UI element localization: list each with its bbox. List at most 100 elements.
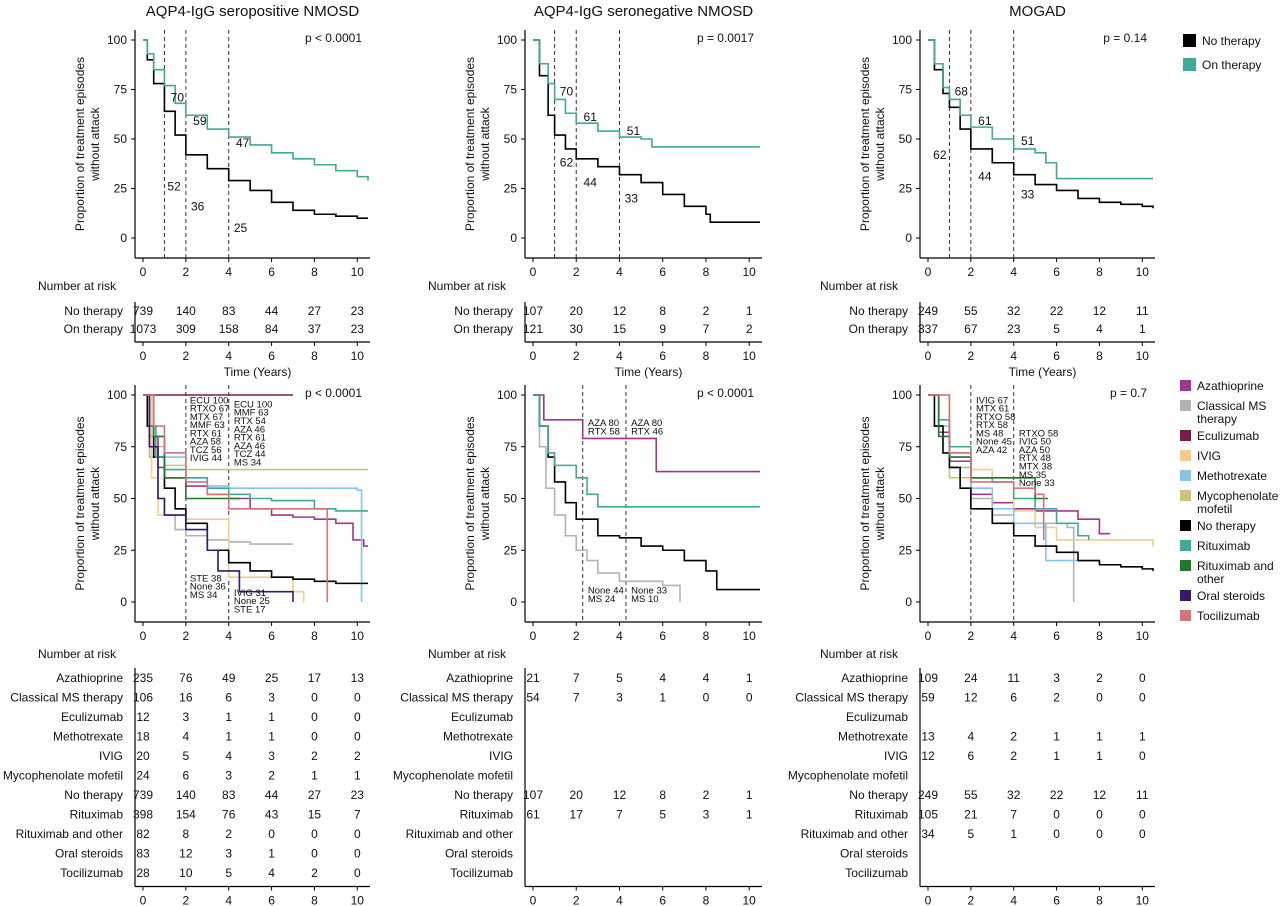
risk-value: 2 [1010,749,1017,763]
risk-x-tick-label: 6 [268,894,275,906]
number-at-risk-label: Number at risk [428,279,507,293]
risk-value: 1 [311,768,318,782]
annotation: MS 35 [1019,470,1046,481]
annotation: RTX 61 [234,433,266,444]
x-tick-label: 10 [743,265,757,279]
p-value: p < 0.0001 [697,386,754,400]
annotation: MS 34 [234,457,261,468]
risk-value: 1 [746,807,753,821]
risk-value: 0 [1139,690,1146,704]
risk-value: 18 [136,729,150,743]
risk-value: 23 [351,788,365,802]
annotation: 62 [560,156,574,170]
x-tick-label: 0 [530,629,537,643]
risk-value: 4 [1096,322,1103,336]
annotation: MTX 38 [1019,462,1052,473]
annotation: RTX 61 [190,428,222,439]
risk-x-tick-label: 4 [616,894,623,906]
risk-row-label: Classical MS therapy [795,690,908,704]
legend-swatch [1180,520,1191,531]
risk-row-label: No therapy [454,788,513,802]
annotation: RTX 46 [631,426,663,437]
risk-value: 105 [918,807,938,821]
risk-row-label: Classical MS therapy [400,690,513,704]
risk-value: 0 [268,827,275,841]
risk-value: 17 [570,807,584,821]
risk-value: 309 [176,322,196,336]
series-no-therapy [928,39,1154,209]
annotation: AZA 50 [1019,445,1050,456]
risk-value: 398 [133,807,153,821]
legend-label: mofetil [1197,502,1232,516]
risk-value: 8 [659,304,666,318]
series-azathioprine [533,394,760,473]
x-tick-label: 2 [968,265,975,279]
risk-value: 0 [1096,807,1103,821]
risk-value: 3 [268,690,275,704]
risk-value: 21 [526,671,540,685]
risk-value: 0 [311,690,318,704]
y-tick-label: 75 [504,440,518,454]
x-tick-label: 2 [183,265,190,279]
y-tick-label: 25 [504,182,518,196]
risk-value: 7 [616,807,623,821]
risk-value: 61 [526,807,540,821]
annotation: TCZ 56 [190,445,222,456]
x-tick-label: 2 [573,265,580,279]
p-value: p < 0.0001 [305,386,362,400]
risk-x-tick-label: 4 [225,894,232,906]
risk-value: 11 [1136,304,1149,318]
annotation: 51 [627,124,641,138]
risk-value: 32 [1007,788,1021,802]
series-rituximab [143,394,368,512]
risk-row-label: Rituximab and other [801,827,908,841]
risk-x-tick-label: 2 [968,349,975,363]
risk-x-tick-label: 8 [1096,894,1103,906]
y-axis-label-line2: without attack [478,106,492,181]
risk-value: 235 [133,671,153,685]
risk-value: 54 [526,690,540,704]
x-tick-label: 6 [268,629,275,643]
risk-value: 6 [968,749,975,763]
legend-label: Mycophenolate [1197,489,1279,503]
risk-x-tick-label: 0 [140,349,147,363]
risk-value: 44 [265,788,279,802]
series-classical-ms-therapy [533,394,681,602]
y-axis-label: Proportion of treatment episodes without … [858,416,887,590]
time-axis-label: Time (Years) [615,365,683,379]
legend-label: other [1197,572,1224,586]
risk-value: 23 [351,304,365,318]
risk-value: 6 [225,690,232,704]
risk-value: 12 [1093,304,1107,318]
risk-value: 9 [659,322,666,336]
y-tick-label: 100 [107,33,127,47]
risk-row-label: Tocilizumab [60,866,123,880]
risk-row-label: Rituximab and other [16,827,123,841]
risk-row-label: Classical MS therapy [10,690,123,704]
chart-title: AQP4-IgG seropositive NMOSD [146,3,360,20]
x-tick-label: 8 [311,629,318,643]
risk-value: 23 [351,322,365,336]
annotation: RTX 48 [1019,453,1051,464]
annotation: MTX 61 [976,404,1009,415]
p-value: p = 0.0017 [697,31,754,45]
chart-title: AQP4-IgG seronegative NMOSD [534,3,753,20]
risk-value: 1 [268,729,275,743]
annotation: ECU 100 [190,395,229,406]
risk-value: 0 [354,710,361,724]
risk-value: 22 [1050,788,1064,802]
risk-value: 3 [225,846,232,860]
number-at-risk-label: Number at risk [820,647,899,661]
y-tick-label: 50 [504,132,518,146]
series-tocilizumab [928,394,1045,540]
annotation: AZA 46 [234,424,265,435]
risk-value: 3 [183,710,190,724]
annotation: TCZ 44 [234,449,266,460]
legend-swatch [1183,34,1196,47]
legend-label: No therapy [1197,519,1256,533]
y-tick-label: 50 [114,492,128,506]
risk-value: 1 [659,690,666,704]
risk-value: 20 [570,304,584,318]
annotation: None 44 [588,586,624,597]
